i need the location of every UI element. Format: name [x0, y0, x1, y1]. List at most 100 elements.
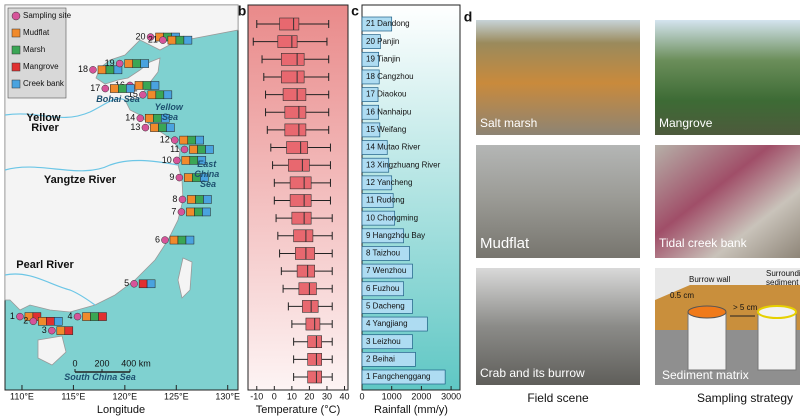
- site-label: 19: [105, 58, 115, 68]
- bar: [361, 51, 379, 67]
- bar: [361, 316, 428, 332]
- river-label: Yangtze River: [44, 174, 117, 186]
- photo-caption: Mudflat: [480, 235, 530, 252]
- habitat-square: [46, 317, 55, 326]
- sampling-site: [173, 156, 181, 165]
- island-hainan: [37, 335, 67, 366]
- x-tick-label: 1000: [382, 391, 402, 401]
- habitat-square: [118, 84, 127, 93]
- photo-mudflat: [476, 145, 640, 258]
- x-tick-label: 125°E: [164, 391, 189, 401]
- photo-salt-marsh: [476, 20, 640, 135]
- x-tick-label: 120°E: [113, 391, 138, 401]
- box: [277, 35, 298, 48]
- box: [286, 141, 308, 154]
- photo-creek: [655, 145, 800, 258]
- habitat-square: [195, 195, 204, 204]
- habitat-square: [150, 123, 159, 132]
- panel-label: d: [464, 9, 473, 25]
- legend-marker: [11, 45, 21, 55]
- legend-marker: [11, 79, 21, 89]
- bar-label: 14 Mutao River: [366, 143, 421, 152]
- sampling-site: [159, 36, 167, 44]
- bar: [361, 210, 396, 226]
- box: [289, 176, 312, 190]
- bar: [361, 281, 404, 297]
- habitat-square: [161, 113, 170, 123]
- habitat-square: [189, 145, 198, 154]
- sampling-site: [136, 114, 145, 122]
- photo-mangrove: [655, 20, 800, 135]
- legend-label: Mudflat: [23, 28, 50, 37]
- habitat-square: [134, 81, 144, 90]
- sampling-site: [139, 91, 147, 99]
- box: [282, 88, 307, 101]
- habitat-square: [203, 195, 212, 204]
- legend-marker: [11, 28, 21, 38]
- bar: [361, 334, 413, 350]
- bar: [361, 263, 413, 279]
- photo-crab: [476, 268, 640, 385]
- site-label: 21: [148, 35, 158, 45]
- box: [293, 229, 314, 243]
- habitat-square: [200, 173, 209, 182]
- bar: [361, 87, 379, 102]
- river-label: Yellow River: [26, 112, 63, 134]
- habitat-square: [56, 326, 66, 335]
- habitat-square: [147, 90, 157, 100]
- habitat-square: [167, 35, 177, 45]
- x-tick-label: 2000: [411, 391, 431, 401]
- bar-label: 19 Tianjin: [366, 54, 400, 63]
- legend-label: Sampling site: [23, 11, 72, 20]
- x-tick-label: 0: [272, 391, 277, 401]
- habitat-square: [124, 59, 133, 68]
- site-label: 3: [42, 325, 47, 335]
- burrow-wall: [687, 305, 727, 319]
- site-label: 9: [169, 172, 174, 182]
- box: [281, 70, 305, 84]
- site-label: 2: [23, 316, 28, 326]
- x-tick-label: -10: [250, 391, 263, 401]
- habitat-square: [184, 173, 193, 182]
- photo-caption: Mangrove: [659, 116, 713, 130]
- sea-label: East China Sea: [194, 159, 222, 189]
- column-title: Field scene: [527, 391, 589, 405]
- sampling-diagram: Burrow wall 0.5 cm > 5 cm Surrounding sedim…: [655, 268, 800, 385]
- box: [298, 282, 317, 296]
- bar: [361, 122, 381, 138]
- bar-label: 20 Panjin: [366, 37, 399, 46]
- habitat-square: [197, 156, 207, 165]
- bar-label: 10 Chongming: [366, 213, 418, 222]
- habitat-square: [163, 90, 173, 100]
- sampling-site: [101, 84, 110, 93]
- habitat-square: [181, 156, 191, 165]
- habitat-square: [138, 279, 148, 289]
- photo-panel: Burrow wall 0.5 cm > 5 cm Surrounding sedim…: [476, 20, 800, 385]
- bar: [361, 175, 393, 191]
- bar: [361, 34, 381, 50]
- sampling-site: [161, 236, 169, 244]
- bar: [361, 369, 446, 385]
- bar-label: 7 Wenzhou: [366, 266, 406, 275]
- habitat-square: [158, 123, 167, 132]
- habitat-square: [195, 135, 204, 145]
- site-label: 12: [160, 134, 170, 144]
- box: [295, 247, 315, 260]
- habitat-square: [205, 145, 214, 154]
- habitat-square: [90, 312, 99, 321]
- surrounding-ring: [757, 305, 797, 319]
- diagram-label: 0.5 cm: [670, 291, 694, 300]
- bar: [361, 246, 410, 261]
- habitat-square: [197, 145, 206, 154]
- legend-label: Marsh: [23, 45, 45, 54]
- site-label: 17: [90, 83, 100, 93]
- bar-label: 5 Dacheng: [366, 302, 405, 311]
- bar-label: 3 Leizhou: [366, 337, 401, 346]
- bar-label: 9 Hangzhou Bay: [366, 231, 425, 240]
- sampling-site: [180, 145, 189, 154]
- bar: [361, 299, 413, 314]
- core-surrounding: [757, 311, 797, 371]
- habitat-square: [153, 113, 162, 123]
- site-label: 5: [124, 278, 129, 288]
